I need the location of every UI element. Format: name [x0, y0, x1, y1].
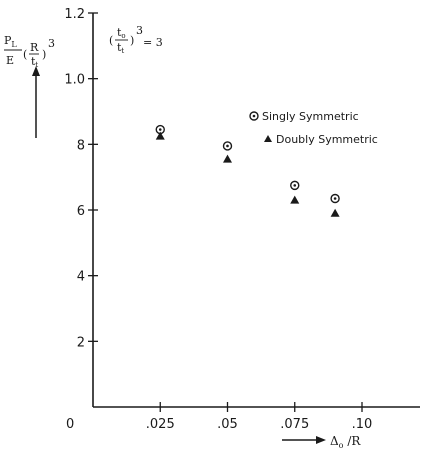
point-singly-symmetric [222, 141, 233, 151]
y-tick-label: 8 [77, 138, 85, 153]
y-tick-label: 6 [77, 204, 85, 219]
legend-label-doubly-symmetric: Doubly Symmetric [276, 133, 378, 146]
x-tick-label: .025 [146, 417, 175, 432]
x-tick-label: .05 [217, 417, 238, 432]
y-tick-label: 2 [77, 335, 85, 350]
svg-text:): ) [42, 48, 46, 61]
y-tick-label: 1.2 [64, 7, 85, 22]
origin-label: 0 [66, 417, 74, 432]
point-doubly-symmetric [155, 131, 165, 140]
svg-text:): ) [130, 34, 134, 47]
point-doubly-symmetric [330, 208, 340, 217]
svg-text:= 3: = 3 [143, 36, 163, 49]
ticks [88, 12, 363, 412]
x-tick-label: .10 [352, 417, 373, 432]
svg-text:R: R [30, 41, 39, 54]
point-singly-symmetric [330, 193, 340, 204]
svg-text:(: ( [23, 48, 27, 61]
svg-text:tt: tt [117, 41, 124, 55]
legend-marker-doubly-symmetric [264, 135, 272, 142]
point-doubly-symmetric [290, 195, 300, 204]
legend: Singly Symmetric Doubly Symmetric [249, 110, 378, 146]
y-tick-label: 1.0 [64, 73, 85, 88]
svg-text:(: ( [109, 34, 113, 47]
svg-text:3: 3 [48, 37, 55, 50]
legend-label-singly-symmetric: Singly Symmetric [262, 110, 359, 123]
svg-text:3: 3 [136, 24, 143, 37]
y-axis-label: PL E ( R tt ) 3 [4, 34, 55, 138]
tick-labels: 2 4 6 8 1.0 1.2 .025 .05 .075 .10 [64, 7, 372, 432]
data-points [155, 124, 340, 217]
svg-text:PL: PL [4, 34, 17, 49]
svg-text:E: E [6, 54, 14, 67]
chart-annotation: ( to tt ) 3 = 3 [109, 24, 163, 55]
y-tick-label: 4 [77, 270, 85, 285]
x-axis-label: Δo /R [282, 434, 361, 450]
svg-text:tt: tt [31, 55, 38, 69]
svg-text:to: to [117, 26, 126, 40]
legend-marker-singly-symmetric [249, 111, 259, 121]
point-doubly-symmetric [223, 154, 232, 163]
point-singly-symmetric [290, 180, 300, 191]
svg-text:Δo /R: Δo /R [330, 434, 361, 450]
x-tick-label: .075 [280, 417, 309, 432]
